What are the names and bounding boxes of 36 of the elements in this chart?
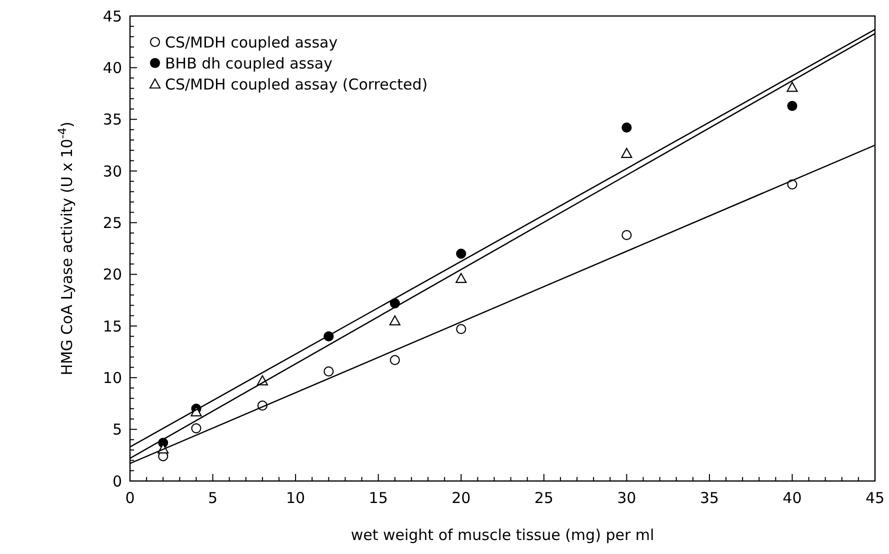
point	[324, 366, 334, 377]
legend-label: BHB dh coupled assay	[165, 54, 333, 72]
y-tick-label: 25	[102, 214, 122, 232]
point	[456, 324, 466, 334]
x-tick-label: 0	[125, 489, 135, 507]
point	[191, 423, 202, 434]
x-tick-label: 5	[208, 489, 218, 507]
y-tick-label: 5	[112, 420, 122, 439]
point	[456, 248, 466, 259]
point	[786, 82, 798, 92]
point	[389, 315, 400, 326]
y-tick-label: 35	[102, 110, 122, 129]
y-tick-label: 15	[102, 317, 122, 336]
x-axis-title: wet weight of muscle tissue (mg) per ml	[350, 526, 654, 544]
y-tick-label: 40	[102, 58, 122, 77]
point	[622, 122, 632, 133]
x-tick-label: 20	[452, 489, 471, 507]
legend-label: CS/MDH coupled assay (Corrected)	[165, 75, 428, 94]
point	[622, 230, 632, 240]
x-tick-label: 15	[368, 489, 388, 507]
point	[456, 272, 467, 284]
y-tick-label: 45	[102, 7, 122, 26]
point	[390, 355, 400, 366]
point	[621, 148, 632, 158]
x-tick-label: 45	[865, 489, 885, 507]
x-tick-label: 40	[782, 489, 802, 507]
y-tick-label: 0	[112, 472, 122, 490]
x-tick-label: 10	[286, 489, 306, 507]
point	[787, 100, 798, 111]
x-tick-label: 25	[534, 489, 554, 507]
y-tick-label: 30	[102, 162, 122, 180]
legend-label: CS/MDH coupled assay	[165, 33, 338, 52]
y-tick-label: 20	[102, 266, 122, 284]
y-tick-label: 10	[102, 368, 122, 387]
x-tick-label: 30	[617, 489, 636, 507]
x-tick-label: 35	[700, 489, 719, 507]
